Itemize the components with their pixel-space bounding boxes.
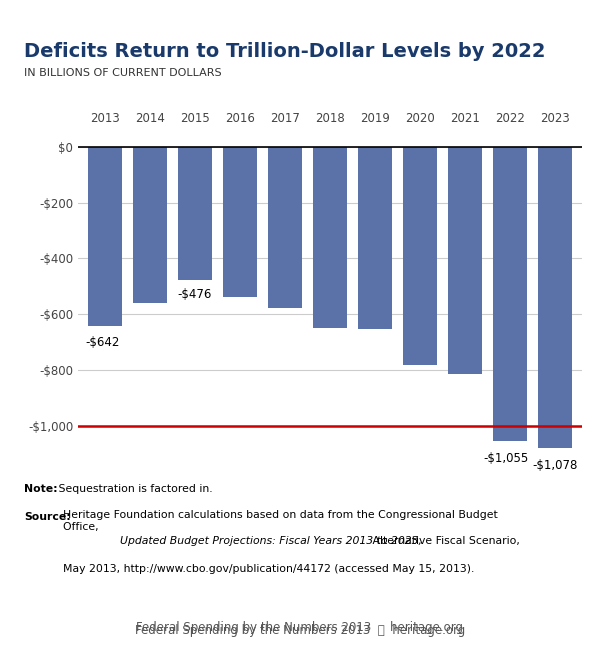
Bar <box>88 147 122 326</box>
Text: Sequestration is factored in.: Sequestration is factored in. <box>55 484 213 494</box>
Text: Alternative Fiscal Scenario,: Alternative Fiscal Scenario, <box>369 536 520 546</box>
Bar <box>403 147 437 365</box>
Bar <box>313 147 347 328</box>
Text: Source:: Source: <box>24 512 71 521</box>
Text: May 2013, http://www.cbo.gov/publication/44172 (accessed May 15, 2013).: May 2013, http://www.cbo.gov/publication… <box>63 564 475 573</box>
Bar <box>448 147 482 374</box>
Text: Heritage Foundation calculations based on data from the Congressional Budget
Off: Heritage Foundation calculations based o… <box>63 510 498 532</box>
Text: Note:: Note: <box>24 484 58 494</box>
Text: Federal Spending by the Numbers 2013    heritage.org: Federal Spending by the Numbers 2013  h… <box>135 624 465 637</box>
Text: -$1,055: -$1,055 <box>483 452 528 465</box>
Bar <box>178 147 212 280</box>
Bar <box>538 147 572 448</box>
Text: -$1,078: -$1,078 <box>532 458 578 471</box>
Text: Deficits Return to Trillion-Dollar Levels by 2022: Deficits Return to Trillion-Dollar Level… <box>24 42 545 61</box>
Bar <box>223 147 257 297</box>
Text: -$642: -$642 <box>86 336 120 349</box>
Bar <box>493 147 527 441</box>
Text: Updated Budget Projections: Fiscal Years 2013 to 2023,: Updated Budget Projections: Fiscal Years… <box>120 536 422 546</box>
Bar <box>358 147 392 329</box>
Text: IN BILLIONS OF CURRENT DOLLARS: IN BILLIONS OF CURRENT DOLLARS <box>24 68 221 78</box>
Bar <box>268 147 302 307</box>
Text: Federal Spending by the Numbers 2013     heritage.org: Federal Spending by the Numbers 2013 her… <box>137 621 464 634</box>
Bar <box>133 147 167 303</box>
Text: -$476: -$476 <box>178 287 212 300</box>
